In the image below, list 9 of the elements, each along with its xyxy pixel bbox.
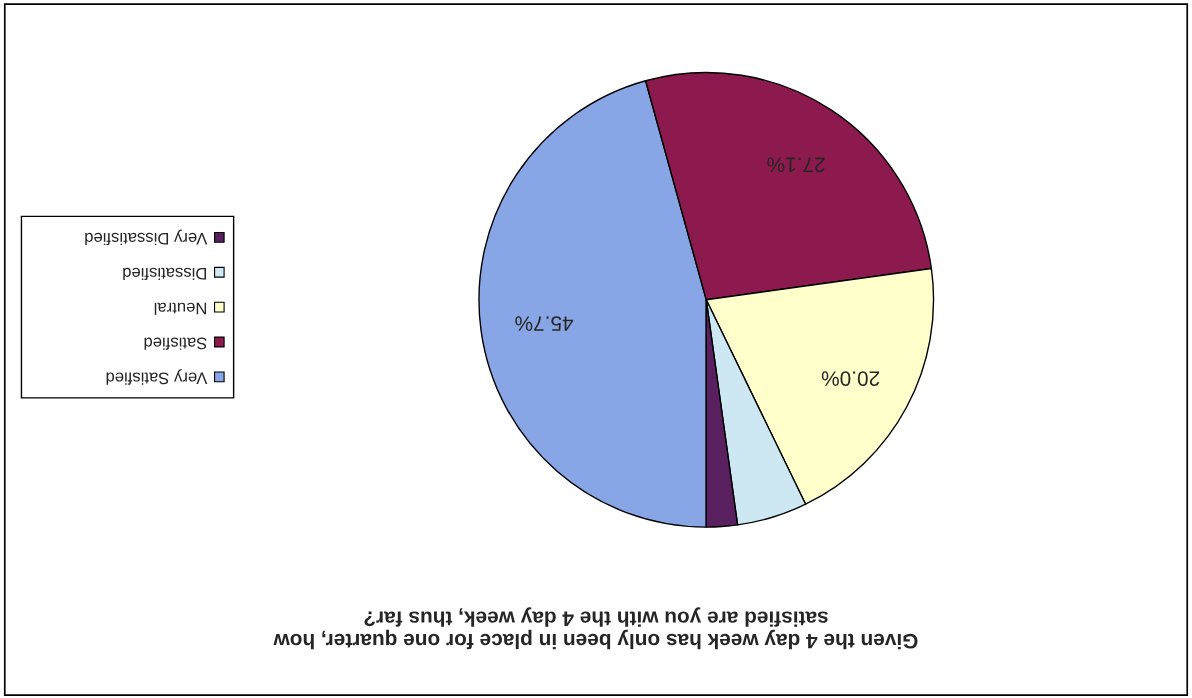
data-label: 45.7%: [515, 316, 574, 331]
legend-label: Dissatisfied: [123, 267, 207, 280]
data-label: 27.1%: [767, 157, 825, 173]
legend-label: Very Dissatisfied: [85, 229, 208, 246]
data-label: 20.0%: [821, 371, 880, 386]
text: Given the 4 day week has only been in place for one quarter, how satisfied are you with the 4 day week, thus far?: [273, 607, 918, 650]
legend-label: Neutral: [154, 302, 207, 315]
legend-label: Satisfied: [144, 337, 207, 350]
legend-label: Very Satisfied: [106, 369, 208, 385]
